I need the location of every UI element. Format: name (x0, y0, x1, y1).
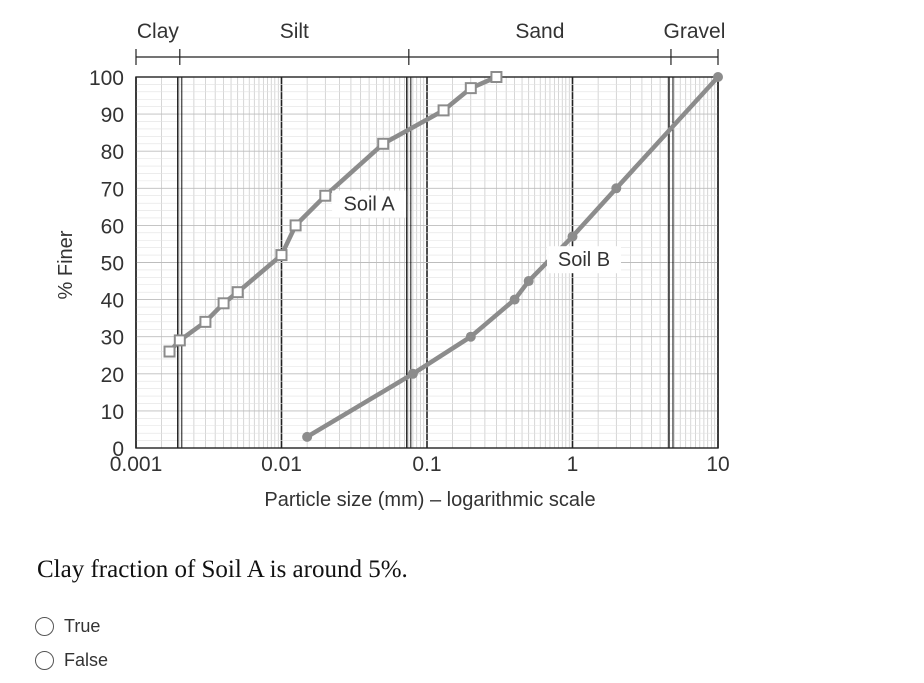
range-label: Silt (280, 20, 309, 43)
range-label: Sand (515, 20, 564, 43)
data-point (302, 431, 313, 442)
radio-true[interactable] (35, 616, 54, 636)
data-point (199, 315, 212, 328)
data-point (611, 183, 622, 194)
data-point (275, 249, 288, 262)
data-point (713, 72, 723, 82)
size-range-bar: Clay Silt Sand Gravel (135, 20, 726, 65)
data-point (231, 286, 244, 299)
y-tick-label: 90 (101, 104, 124, 127)
y-tick-label: 30 (101, 327, 124, 350)
data-point (407, 368, 418, 379)
data-point (464, 82, 477, 95)
option-false-label: False (64, 649, 109, 670)
y-tick-label: 50 (101, 253, 124, 276)
x-tick-label: 0.001 (110, 453, 163, 476)
data-point (173, 334, 186, 347)
data-point (490, 71, 503, 83)
x-tick-label: 0.1 (412, 453, 441, 476)
y-tick-label: 60 (101, 215, 124, 238)
series-annotation: Soil B (558, 249, 610, 271)
data-point (319, 189, 332, 202)
data-point (217, 297, 230, 310)
y-tick-label: 0 (112, 438, 124, 461)
gradation-chart: Clay Silt Sand Gravel 010203040506070809010… (55, 20, 730, 511)
x-tick-label: 10 (706, 453, 729, 476)
data-point (523, 276, 534, 287)
data-point (567, 231, 578, 242)
series-line (304, 74, 721, 440)
radio-false[interactable] (35, 650, 54, 670)
axis-ticks: 0 10 20 30 40 50 60 70 80 90 100 0.001 0.01 0.1 1 10 (89, 67, 730, 476)
y-tick-label: 40 (101, 290, 124, 313)
series-annotation: Soil A (344, 194, 396, 216)
data-point (509, 294, 520, 305)
y-tick-label: 20 (101, 364, 124, 387)
x-tick-label: 1 (567, 453, 579, 476)
x-tick-label: 0.01 (261, 453, 302, 476)
annotation-bg (332, 190, 407, 218)
range-label: Clay (137, 20, 180, 43)
range-label: Gravel (664, 20, 726, 43)
data-point (437, 104, 450, 117)
data-point (163, 345, 176, 358)
y-tick-label: 100 (89, 67, 124, 90)
y-tick-label: 10 (101, 401, 124, 424)
chart-annotations: Soil A Soil B (332, 190, 622, 274)
y-tick-label: 70 (101, 178, 124, 201)
x-axis-label: Particle size (mm) – logarithmic scale (264, 489, 595, 511)
chart-series (163, 71, 723, 442)
data-point (289, 219, 302, 232)
y-tick-label: 80 (101, 141, 124, 164)
option-false[interactable]: False (35, 647, 108, 673)
y-axis-label: % Finer (55, 230, 77, 299)
data-point (377, 137, 390, 150)
annotation-bg (547, 246, 622, 274)
data-point (465, 331, 476, 342)
chart-grid (135, 76, 719, 449)
plot-frame (135, 76, 719, 449)
question-text: Clay fraction of Soil A is around 5%. (37, 556, 408, 583)
option-true-label: True (64, 615, 101, 636)
option-true[interactable]: True (35, 613, 100, 639)
